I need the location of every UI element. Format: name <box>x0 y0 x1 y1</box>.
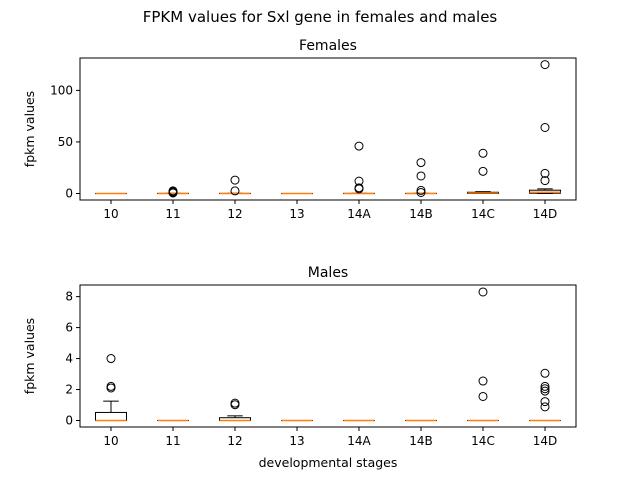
figure-suptitle: FPKM values for Sxl gene in females and … <box>143 8 498 26</box>
outlier-point <box>230 398 240 408</box>
y-tick-label: 0 <box>65 413 73 427</box>
outlier-point <box>478 166 488 176</box>
outlier-point <box>478 148 488 158</box>
outlier-point <box>540 176 550 186</box>
females-boxplot-panel: Females 0 50 100 10 11 12 13 14A 14B 14C 14D fpkm va… <box>22 38 577 221</box>
outlier-point <box>354 141 364 151</box>
outlier-point <box>416 171 426 181</box>
x-tick-label: 11 <box>165 207 180 221</box>
outlier-point <box>106 381 116 391</box>
outlier-point <box>478 391 488 401</box>
outlier-point <box>540 168 550 178</box>
outlier-point <box>540 386 550 396</box>
x-tick-label: 10 <box>103 207 118 221</box>
x-tick-label: 14C <box>471 434 495 448</box>
x-tick-label: 14B <box>409 434 433 448</box>
outlier-point <box>416 187 426 197</box>
outlier-point <box>354 176 364 186</box>
axes-frame <box>79 284 577 428</box>
outlier-point <box>540 60 550 70</box>
x-tick-label: 14A <box>347 434 371 448</box>
outlier-point <box>540 368 550 378</box>
axes-frame <box>79 57 577 201</box>
x-axis-label: developmental stages <box>259 455 398 470</box>
y-tick-label: 50 <box>58 135 73 149</box>
outlier-point <box>478 376 488 386</box>
outlier-point <box>540 402 550 412</box>
y-axis-label: fpkm values <box>22 318 37 394</box>
outlier-point <box>478 287 488 297</box>
outlier-point <box>540 123 550 133</box>
outlier-point <box>540 381 550 391</box>
y-tick-label: 8 <box>65 290 73 304</box>
x-tick-label: 12 <box>227 207 242 221</box>
outlier-point <box>354 183 364 193</box>
x-tick-label: 14D <box>533 207 558 221</box>
x-tick-label: 14D <box>533 434 558 448</box>
males-boxplot-panel: Males 0 2 4 6 8 10 11 12 13 14A 14B 14C 14D fpkm value… <box>22 265 577 470</box>
panel-title: Males <box>308 265 348 281</box>
x-tick-label: 12 <box>227 434 242 448</box>
x-tick-label: 11 <box>165 434 180 448</box>
x-tick-label: 10 <box>103 434 118 448</box>
outlier-point <box>540 397 550 407</box>
outlier-point <box>168 186 178 196</box>
y-tick-label: 6 <box>65 321 73 335</box>
outlier-point <box>540 384 550 394</box>
outlier-point <box>416 185 426 195</box>
outlier-point <box>230 186 240 196</box>
x-tick-label: 13 <box>289 434 304 448</box>
x-tick-label: 14C <box>471 207 495 221</box>
outlier-point <box>230 175 240 185</box>
outlier-point <box>416 158 426 168</box>
y-axis-label: fpkm values <box>22 91 37 167</box>
y-tick-label: 4 <box>65 352 73 366</box>
x-tick-label: 13 <box>289 207 304 221</box>
x-tick-label: 14B <box>409 207 433 221</box>
y-tick-label: 0 <box>65 187 73 201</box>
outlier-point <box>106 354 116 364</box>
y-tick-label: 2 <box>65 383 73 397</box>
panel-title: Females <box>299 38 357 54</box>
y-tick-label: 100 <box>50 83 73 97</box>
box-body <box>95 411 127 421</box>
x-tick-label: 14A <box>347 207 371 221</box>
